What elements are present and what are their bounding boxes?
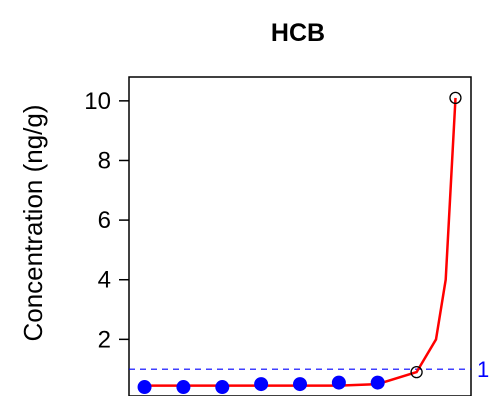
fit-curve-group: [144, 97, 457, 387]
plot-frame: [128, 76, 472, 396]
y-tick-label: 8: [98, 147, 111, 174]
data-point: [331, 375, 346, 390]
outlier-point: [410, 365, 423, 379]
y-tick-label: 6: [98, 207, 111, 234]
data-point: [137, 380, 152, 395]
data-point: [215, 380, 230, 395]
y-tick-label: 10: [84, 88, 111, 115]
y-tick-label: 4: [98, 267, 111, 294]
y-axis: 2 4 6 8 10: [84, 88, 129, 353]
data-point: [254, 377, 269, 392]
data-points-group: [137, 91, 462, 395]
outlier-point: [449, 91, 462, 105]
data-point: [370, 375, 385, 390]
chart-title: HCB: [271, 19, 325, 47]
reference-line-group: 1: [129, 357, 489, 382]
data-point: [176, 380, 191, 395]
fit-curve: [144, 97, 457, 387]
y-axis-label: Concentration (ng/g): [18, 104, 48, 341]
reference-line-label: 1: [477, 357, 489, 382]
y-tick-label: 2: [98, 326, 111, 353]
data-point: [293, 377, 307, 392]
